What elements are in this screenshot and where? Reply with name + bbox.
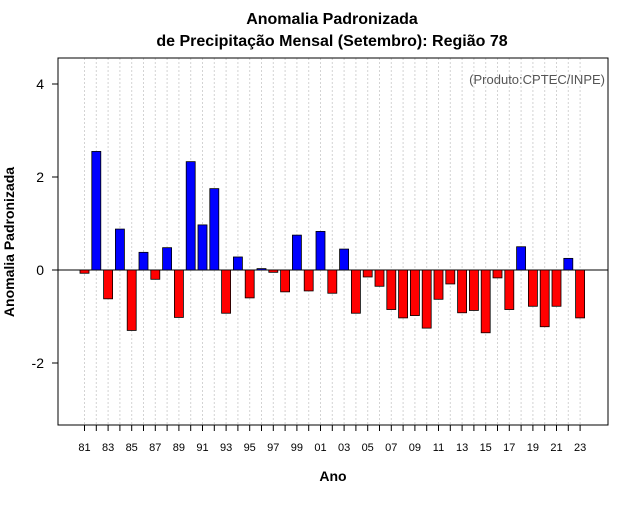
bar-81 (79, 269, 90, 274)
x-tick-label: 07 (385, 442, 397, 454)
bar-91 (197, 224, 208, 271)
x-tick-label: 19 (527, 442, 539, 454)
bar-09 (409, 269, 420, 316)
y-axis: -2 0 2 4 (32, 76, 58, 371)
x-tick-label: 95 (244, 442, 256, 454)
x-axis: 81 83 85 87 89 91 93 95 97 99 01 03 05 07 09 11 13 15 17 19… (78, 425, 586, 454)
bar-00 (303, 269, 314, 292)
bar-12 (445, 269, 456, 285)
bar-97 (268, 269, 279, 273)
bar-04 (350, 269, 361, 314)
bar-93 (221, 269, 232, 314)
y-tick-label: 4 (36, 76, 44, 92)
x-tick-label: 09 (409, 442, 421, 454)
bar-98 (280, 269, 291, 293)
bar-90 (185, 161, 196, 271)
bar-89 (173, 269, 184, 318)
x-tick-label: 01 (314, 442, 326, 454)
bar-05 (362, 269, 373, 278)
bar-95 (244, 269, 255, 299)
bar-14 (468, 269, 479, 311)
y-axis-label: Anomalia Padronizada (1, 167, 17, 317)
bar-10 (421, 269, 432, 329)
bar-92 (209, 188, 220, 271)
bar-18 (516, 246, 526, 271)
bar-20 (539, 269, 550, 328)
bar-87 (150, 269, 161, 280)
bar-85 (126, 269, 137, 331)
bar-19 (528, 269, 538, 307)
x-tick-label: 21 (550, 442, 562, 454)
y-tick-label: 2 (36, 169, 44, 185)
bar-13 (457, 269, 468, 314)
x-tick-label: 23 (574, 442, 586, 454)
bar-86 (138, 251, 149, 271)
bar-84 (115, 228, 125, 271)
x-tick-label: 81 (78, 442, 90, 454)
x-tick-label: 11 (433, 442, 444, 454)
grid-lines (84, 58, 581, 425)
bar-22 (563, 257, 574, 271)
bar-11 (433, 269, 444, 300)
bar-17 (504, 269, 515, 310)
x-axis-label: Ano (319, 468, 346, 484)
x-tick-label: 93 (220, 442, 232, 454)
x-tick-label: 05 (362, 442, 374, 454)
bar-06 (374, 269, 385, 287)
bar-94 (232, 256, 243, 271)
bar-07 (386, 269, 397, 310)
source-annotation: (Produto:CPTEC/INPE) (469, 72, 605, 87)
bar-16 (492, 269, 503, 279)
y-tick-label: 0 (36, 262, 44, 278)
bar-03 (339, 248, 350, 271)
bar-02 (327, 269, 338, 294)
bar-88 (162, 247, 173, 271)
x-tick-label: 89 (173, 442, 185, 454)
x-tick-label: 83 (102, 442, 114, 454)
chart-title: Anomalia Padronizada (246, 11, 418, 28)
bar-99 (291, 234, 302, 271)
y-tick-label: -2 (32, 355, 45, 371)
x-tick-label: 13 (456, 442, 468, 454)
x-tick-label: 15 (480, 442, 492, 454)
x-tick-label: 87 (149, 442, 161, 454)
x-tick-label: 85 (126, 442, 138, 454)
chart-subtitle: de Precipitação Mensal (Setembro): Regiã… (156, 33, 507, 50)
bar-83 (103, 269, 113, 300)
x-tick-label: 99 (291, 442, 303, 454)
bar-96 (256, 268, 267, 271)
x-tick-label: 91 (196, 442, 208, 454)
bar-01 (315, 231, 326, 271)
bars (79, 151, 585, 334)
plot-frame (57, 57, 609, 426)
x-tick-label: 97 (267, 442, 279, 454)
bar-21 (551, 269, 562, 307)
x-tick-label: 17 (503, 442, 515, 454)
x-tick-label: 03 (338, 442, 350, 454)
bar-08 (398, 269, 409, 319)
bar-82 (91, 151, 102, 271)
bar-15 (480, 269, 491, 334)
bar-23 (575, 269, 585, 319)
